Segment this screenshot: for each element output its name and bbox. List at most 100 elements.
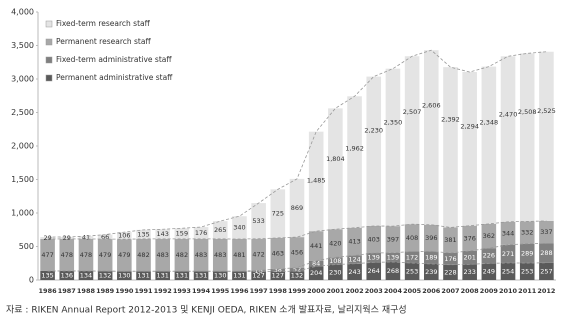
x-tick-label: 1991 bbox=[134, 287, 153, 295]
data-label: 337 bbox=[540, 228, 552, 236]
bar-segment bbox=[385, 226, 401, 253]
trend-line bbox=[47, 49, 547, 238]
data-label: 130 bbox=[214, 272, 226, 280]
data-label: 408 bbox=[406, 234, 418, 242]
bar-segment bbox=[462, 225, 477, 251]
data-label: 376 bbox=[463, 234, 475, 242]
y-tick-label: 4,000 bbox=[11, 8, 34, 17]
data-label: 397 bbox=[387, 235, 399, 243]
data-label: 228 bbox=[444, 268, 456, 276]
data-label: 108 bbox=[329, 257, 341, 265]
data-label: 264 bbox=[368, 267, 380, 275]
data-label: 230 bbox=[329, 268, 341, 276]
data-label: 456 bbox=[291, 248, 303, 256]
bar-segment bbox=[385, 68, 401, 227]
y-tick-label: 3,500 bbox=[11, 41, 34, 50]
bar-segment bbox=[232, 216, 247, 239]
x-tick-label: 1997 bbox=[250, 287, 268, 295]
bar-segment bbox=[539, 262, 554, 280]
trend-line bbox=[47, 243, 547, 272]
x-tick-label: 2000 bbox=[307, 287, 326, 295]
bar-segment bbox=[40, 237, 55, 239]
x-tick-label: 1989 bbox=[96, 287, 115, 295]
x-tick-label: 2012 bbox=[537, 287, 555, 295]
data-label: 271 bbox=[502, 250, 514, 258]
data-label: 2,348 bbox=[480, 119, 499, 127]
bar-segment bbox=[289, 237, 305, 268]
bar-segment bbox=[270, 237, 286, 269]
bar-segment bbox=[385, 252, 401, 263]
y-tick-label: 500 bbox=[19, 242, 34, 251]
bar-segment bbox=[366, 76, 382, 226]
data-label: 127 bbox=[272, 272, 284, 280]
bar-segment bbox=[481, 66, 497, 224]
bar-segment bbox=[289, 271, 305, 280]
x-tick-label: 2006 bbox=[422, 287, 441, 295]
trend-line bbox=[47, 220, 547, 240]
data-label: 172 bbox=[406, 253, 418, 261]
trend-line bbox=[47, 261, 547, 272]
bar-segment bbox=[193, 271, 209, 280]
data-label: 869 bbox=[291, 204, 303, 212]
bar-segment bbox=[174, 238, 190, 272]
x-tick-label: 1993 bbox=[173, 287, 191, 295]
data-label: 265 bbox=[214, 226, 226, 234]
bar-segment bbox=[155, 238, 170, 272]
x-tick-label: 1987 bbox=[58, 287, 76, 295]
bar-segment bbox=[443, 252, 458, 265]
bar-segment bbox=[251, 238, 266, 271]
data-label: 2,525 bbox=[537, 107, 556, 115]
bar-segment bbox=[232, 238, 247, 272]
bar-segment bbox=[539, 51, 554, 221]
source-note: 자료 : RIKEN Annual Report 2012-2013 및 KEN… bbox=[6, 304, 407, 316]
bar-segment bbox=[174, 228, 190, 239]
bar-segment bbox=[328, 108, 343, 230]
data-label: 2,392 bbox=[441, 116, 460, 124]
bar-segment bbox=[251, 270, 266, 272]
bar-segment bbox=[328, 229, 343, 258]
data-label: 131 bbox=[176, 272, 188, 280]
bar-segment bbox=[59, 270, 75, 280]
bar-segment bbox=[78, 271, 94, 280]
bar-segment bbox=[462, 250, 477, 265]
data-label: 1,962 bbox=[345, 145, 364, 153]
bar-segment bbox=[251, 203, 266, 239]
data-label: 396 bbox=[425, 234, 437, 242]
data-label: 483 bbox=[195, 251, 207, 259]
data-label: 134 bbox=[80, 272, 92, 280]
bar-segment bbox=[519, 243, 535, 264]
x-tick-label: 1994 bbox=[192, 287, 211, 295]
bar-segment bbox=[308, 260, 324, 267]
data-label: 254 bbox=[502, 267, 514, 275]
x-tick-label: 2008 bbox=[461, 287, 480, 295]
legend-label: Fixed-term research staff bbox=[56, 19, 151, 28]
x-tick-label: 2003 bbox=[365, 287, 383, 295]
bar-segment bbox=[155, 271, 170, 280]
data-label: 533 bbox=[252, 217, 264, 225]
bar-segment bbox=[40, 238, 55, 271]
bar-segment bbox=[97, 239, 113, 272]
bar-segment bbox=[308, 231, 324, 261]
y-tick-label: 1,500 bbox=[11, 175, 34, 184]
bar-segment bbox=[212, 271, 228, 280]
bar-segment bbox=[539, 220, 554, 244]
y-tick-label: 2,000 bbox=[11, 142, 34, 151]
bar-segment bbox=[136, 271, 151, 280]
data-label: 233 bbox=[463, 268, 475, 276]
legend-swatch bbox=[45, 20, 53, 28]
data-label: 1,485 bbox=[307, 177, 326, 185]
data-label: 483 bbox=[156, 251, 168, 259]
data-label: 135 bbox=[41, 271, 53, 279]
x-tick-label: 1990 bbox=[115, 287, 134, 295]
x-tick-label: 1996 bbox=[230, 287, 249, 295]
bar-segment bbox=[308, 266, 324, 280]
bar-segment bbox=[117, 239, 132, 272]
bar-segment bbox=[404, 251, 420, 264]
data-label: 201 bbox=[463, 254, 475, 262]
bar-segment bbox=[174, 271, 190, 280]
data-label: 176 bbox=[444, 255, 456, 263]
bar-segment bbox=[270, 271, 286, 280]
data-label: 204 bbox=[310, 269, 322, 277]
x-tick-label: 2007 bbox=[441, 287, 459, 295]
